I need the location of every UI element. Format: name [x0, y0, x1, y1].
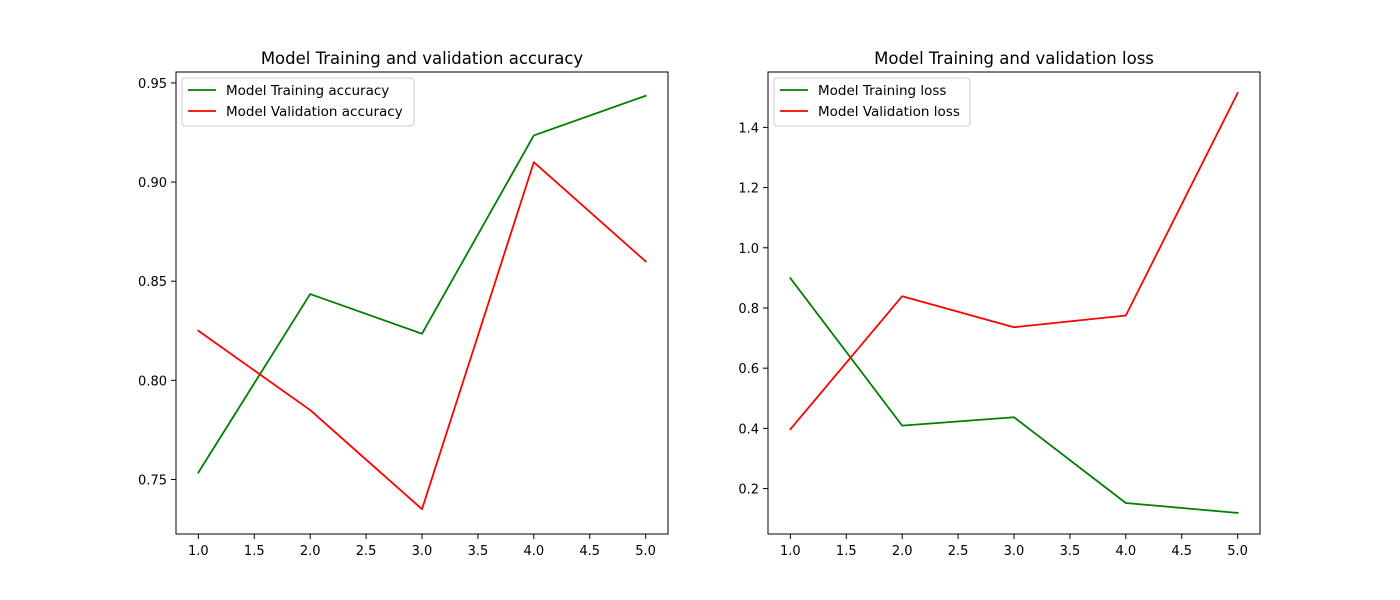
y-tick-label: 1.2	[738, 182, 759, 197]
x-tick-label: 1.0	[780, 544, 801, 559]
loss-chart: Model Training and validation loss 1.0 1.…	[738, 49, 1261, 559]
series-line-validation	[789, 91, 1239, 431]
series-line-training	[789, 276, 1239, 514]
y-tick-label: 0.75	[138, 473, 167, 488]
x-tick-label: 3.0	[1004, 544, 1025, 559]
y-tick-label: 0.8	[738, 302, 759, 317]
x-tick-label: 3.0	[412, 544, 433, 559]
x-tick-label: 5.0	[635, 544, 656, 559]
y-tick-label: 0.90	[138, 176, 167, 191]
x-tick-label: 2.0	[892, 544, 913, 559]
x-tick-label: 2.5	[948, 544, 969, 559]
legend-box	[181, 77, 415, 127]
series-line-validation	[197, 161, 647, 511]
x-tick-label: 1.0	[188, 544, 209, 559]
legend-label: Model Training accuracy	[226, 83, 389, 99]
x-tick-label: 4.0	[1115, 544, 1136, 559]
x-tick-label: 2.0	[300, 544, 321, 559]
y-tick-label: 1.0	[738, 242, 759, 257]
y-tick-label: 1.4	[738, 121, 759, 136]
legend-label: Model Validation loss	[818, 104, 960, 120]
legend-label: Model Validation accuracy	[226, 104, 403, 120]
y-tick-label: 0.2	[738, 483, 759, 498]
chart-title: Model Training and validation accuracy	[261, 49, 584, 68]
plot-area-frame	[175, 71, 669, 535]
x-tick-label: 3.5	[1060, 544, 1081, 559]
legend: Model Training accuracy Model Validation …	[181, 77, 415, 127]
y-tick-label: 0.95	[138, 77, 167, 92]
x-tick-label: 5.0	[1227, 544, 1248, 559]
y-tick-label: 0.6	[738, 362, 759, 377]
accuracy-chart: Model Training and validation accuracy 1…	[138, 49, 669, 559]
chart-title: Model Training and validation loss	[874, 49, 1154, 68]
x-tick-label: 4.5	[1171, 544, 1192, 559]
x-tick-label: 1.5	[244, 544, 265, 559]
x-tick-label: 2.5	[356, 544, 377, 559]
legend-box	[773, 77, 971, 127]
y-tick-label: 0.4	[738, 422, 759, 437]
plot-area-frame	[767, 71, 1261, 535]
x-tick-label: 1.5	[836, 544, 857, 559]
x-tick-label: 4.5	[579, 544, 600, 559]
legend-label: Model Training loss	[818, 83, 946, 99]
series-line-training	[197, 94, 647, 474]
y-tick-label: 0.85	[138, 275, 167, 290]
x-tick-label: 4.0	[523, 544, 544, 559]
x-tick-label: 3.5	[468, 544, 489, 559]
y-tick-label: 0.80	[138, 374, 167, 389]
legend: Model Training loss Model Validation loss	[773, 77, 971, 127]
